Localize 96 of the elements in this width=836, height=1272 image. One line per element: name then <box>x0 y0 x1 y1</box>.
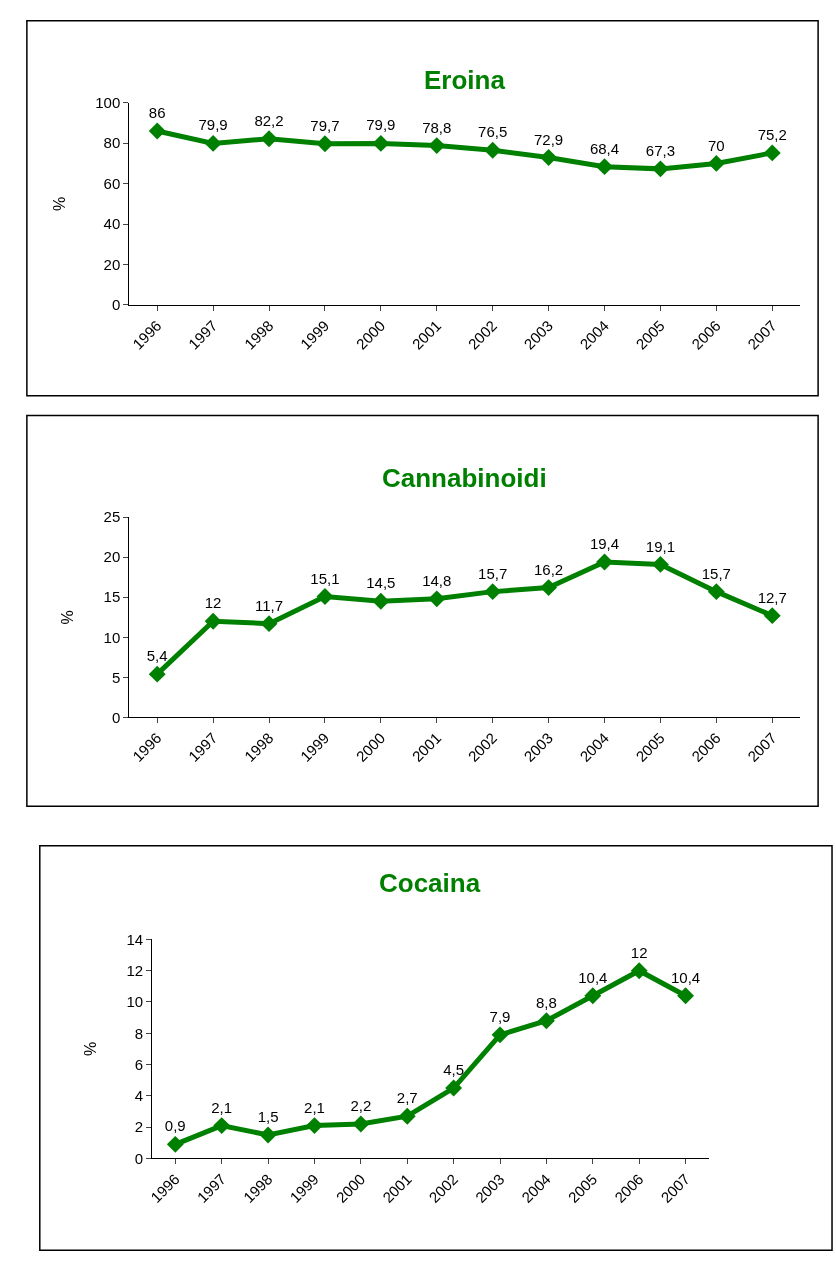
data-label: 11,7 <box>254 596 284 614</box>
data-label: 10,4 <box>670 968 701 986</box>
data-label: 1,5 <box>257 1108 279 1126</box>
y-tick-label: 20 <box>103 548 121 566</box>
point <box>204 612 222 630</box>
data-label: 19,1 <box>645 537 676 555</box>
point <box>763 144 781 162</box>
data-label: 7,9 <box>489 1007 511 1025</box>
point <box>316 135 334 153</box>
data-label: 16,2 <box>534 560 564 578</box>
data-label: 2,2 <box>350 1097 372 1115</box>
point <box>677 987 695 1005</box>
y-tick-label: 25 <box>103 508 121 526</box>
y-tick-label: 60 <box>103 174 121 192</box>
y-tick-label: 6 <box>134 1055 144 1073</box>
point <box>707 583 725 601</box>
data-label: 12,7 <box>757 588 787 606</box>
point <box>484 141 502 159</box>
chart-title: Cannabinoidi <box>382 463 547 493</box>
point <box>372 592 390 610</box>
point <box>484 583 502 601</box>
point <box>630 962 648 980</box>
data-label: 15,1 <box>310 569 340 587</box>
data-label: 70 <box>708 136 725 154</box>
data-label: 76,5 <box>478 123 508 141</box>
y-tick-label: 2 <box>134 1118 144 1136</box>
point <box>166 1135 184 1153</box>
y-axis-title: % <box>82 1041 100 1057</box>
y-tick-label: 10 <box>103 628 121 646</box>
data-label: 12 <box>204 594 222 612</box>
data-label: 68,4 <box>589 139 620 157</box>
y-tick-label: 100 <box>95 93 121 111</box>
point <box>596 158 613 176</box>
point <box>260 615 278 633</box>
point <box>445 1079 463 1097</box>
point <box>259 1126 277 1144</box>
data-label: 0,9 <box>164 1117 186 1135</box>
y-tick-label: 5 <box>111 668 121 686</box>
y-tick-label: 40 <box>103 215 121 233</box>
data-label: 5,4 <box>146 647 168 665</box>
point <box>651 555 669 573</box>
data-label: 82,2 <box>254 111 284 129</box>
y-tick-label: 10 <box>126 993 144 1011</box>
y-tick-label: 0 <box>111 296 121 314</box>
point <box>428 137 446 155</box>
y-axis-title: % <box>59 610 77 625</box>
point <box>204 134 222 152</box>
data-label: 15,7 <box>701 564 731 582</box>
y-tick-label: 12 <box>126 961 144 979</box>
y-tick-label: 0 <box>111 708 121 726</box>
point <box>148 665 166 683</box>
data-label: 67,3 <box>645 142 676 159</box>
point <box>707 154 725 172</box>
y-tick-label: 0 <box>134 1149 144 1167</box>
data-label: 14,8 <box>422 571 452 589</box>
y-tick-label: 14 <box>126 930 144 948</box>
y-axis-title: % <box>51 196 69 211</box>
point <box>763 607 781 625</box>
point <box>540 149 558 166</box>
data-label: 2,1 <box>304 1098 325 1116</box>
y-tick-label: 15 <box>103 588 121 606</box>
data-label: 2,7 <box>396 1089 418 1107</box>
data-label: 14,5 <box>366 574 396 592</box>
point <box>306 1117 323 1135</box>
y-tick-label: 8 <box>134 1024 144 1042</box>
point <box>398 1107 416 1125</box>
y-tick-label: 20 <box>103 255 121 273</box>
point <box>213 1117 231 1135</box>
data-label: 79,9 <box>366 116 396 134</box>
data-label: 86 <box>148 104 166 122</box>
point <box>540 579 558 597</box>
data-label: 72,9 <box>534 130 564 148</box>
point <box>316 587 334 605</box>
data-label: 10,4 <box>578 968 608 986</box>
data-label: 2,1 <box>211 1098 233 1116</box>
point <box>352 1115 370 1133</box>
y-tick-label: 4 <box>134 1087 144 1105</box>
point <box>584 987 602 1005</box>
point <box>148 122 166 140</box>
data-label: 4,5 <box>443 1061 465 1079</box>
y-tick-label: 80 <box>103 134 121 152</box>
point <box>491 1026 509 1044</box>
data-label: 78,8 <box>422 118 452 136</box>
point <box>260 130 278 148</box>
chart-title: Eroina <box>424 65 506 95</box>
data-label: 19,4 <box>589 535 620 553</box>
data-label: 12 <box>630 943 648 961</box>
point <box>596 553 613 571</box>
chart-title: Cocaina <box>379 868 481 898</box>
data-label: 79,9 <box>198 116 228 134</box>
data-label: 15,7 <box>478 564 508 582</box>
point <box>428 590 446 608</box>
data-label: 79,7 <box>310 116 340 134</box>
data-label: 8,8 <box>535 993 557 1011</box>
data-label: 75,2 <box>757 126 787 144</box>
point <box>537 1012 555 1030</box>
